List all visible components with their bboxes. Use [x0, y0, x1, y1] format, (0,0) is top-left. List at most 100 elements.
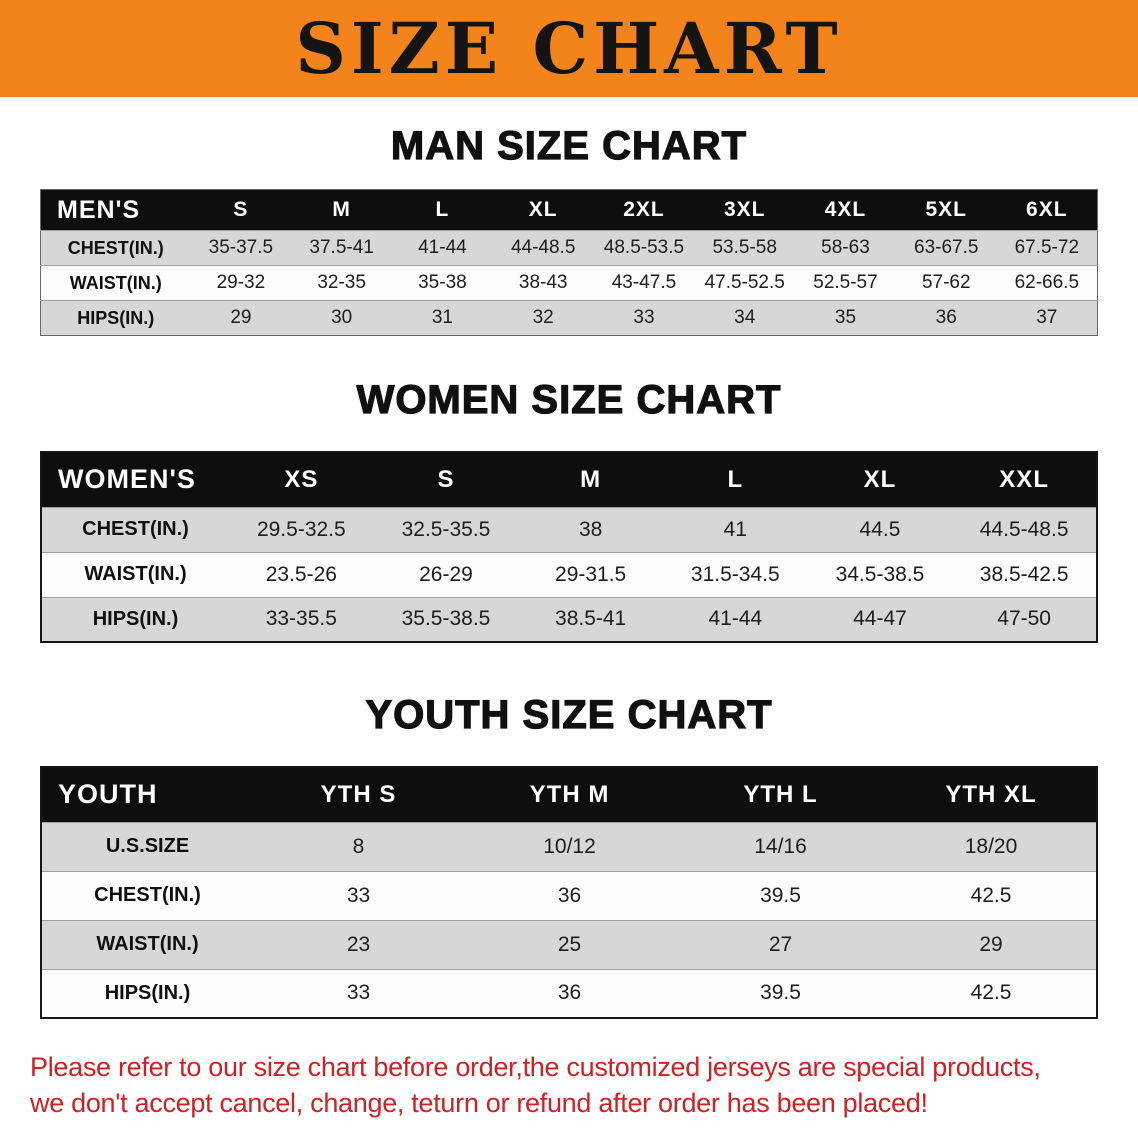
size-column-header: YTH M — [464, 767, 675, 822]
table-row: U.S.SIZE 8 10/12 14/16 18/20 — [41, 821, 1097, 871]
row-label: U.S.SIZE — [41, 821, 253, 871]
row-label: CHEST(IN.) — [41, 870, 253, 920]
size-value-cell: 23 — [253, 919, 464, 969]
size-column-header: XS — [229, 452, 374, 507]
size-value-cell: 29 — [190, 300, 292, 336]
women-size-chart-heading: WOMEN SIZE CHART — [356, 377, 782, 422]
size-value-cell: 58-63 — [795, 230, 896, 266]
row-label: CHEST(IN.) — [41, 506, 229, 552]
row-label: HIPS(IN.) — [41, 968, 253, 1018]
size-value-cell: 47.5-52.5 — [694, 265, 796, 301]
size-value-cell: 44-47 — [807, 596, 953, 642]
size-value-cell: 37 — [996, 300, 1098, 336]
size-value-cell: 62-66.5 — [996, 265, 1098, 301]
size-value-cell: 39.5 — [675, 968, 886, 1018]
size-value-cell: 36 — [895, 300, 997, 336]
size-column-header: YTH XL — [886, 767, 1097, 822]
table-row: WAIST(IN.) 23.5-26 26-29 29-31.5 31.5-34.5 34… — [41, 551, 1097, 597]
table-row: CHEST(IN.) 33 36 39.5 42.5 — [41, 870, 1097, 920]
youth-size-chart-heading: YOUTH SIZE CHART — [365, 692, 773, 737]
size-column-header: XL — [807, 452, 953, 507]
table-row: WAIST(IN.) 29-32 32-35 35-38 38-43 43-47.5 47.… — [40, 265, 1098, 301]
youth-size-table: YOUTH YTH S YTH M YTH L YTH XL U.S.SIZE 8 10/12… — [40, 766, 1098, 1019]
size-chart-banner: SIZE CHART — [0, 0, 1138, 97]
row-label: HIPS(IN.) — [41, 596, 229, 642]
size-value-cell: 48.5-53.5 — [593, 230, 695, 266]
size-value-cell: 33-35.5 — [229, 596, 374, 642]
size-column-header: 5XL — [895, 189, 997, 231]
disclaimer-line-1: Please refer to our size chart before or… — [30, 1052, 1041, 1082]
row-label: HIPS(IN.) — [40, 300, 191, 336]
man-size-chart-section: MAN SIZE CHART MEN'S S M L XL 2XL 3XL 4XL 5XL 6XL… — [0, 123, 1138, 336]
size-value-cell: 36 — [464, 870, 675, 920]
size-value-cell: 47-50 — [952, 596, 1097, 642]
disclaimer-line-2: we don't accept cancel, change, teturn o… — [30, 1088, 928, 1119]
size-value-cell: 33 — [253, 870, 464, 920]
size-value-cell: 32-35 — [291, 265, 393, 301]
size-value-cell: 35 — [795, 300, 896, 336]
size-value-cell: 32.5-35.5 — [373, 506, 519, 552]
size-value-cell: 67.5-72 — [996, 230, 1098, 266]
size-column-header: 6XL — [996, 189, 1098, 231]
size-column-header: 4XL — [795, 189, 896, 231]
table-header-row: YOUTH YTH S YTH M YTH L YTH XL — [41, 767, 1097, 822]
size-value-cell: 29-32 — [190, 265, 292, 301]
table-row: HIPS(IN.) 33-35.5 35.5-38.5 38.5-41 41-44 44-… — [41, 596, 1097, 642]
size-value-cell: 31.5-34.5 — [662, 551, 808, 597]
size-value-cell: 38.5-42.5 — [952, 551, 1097, 597]
table-row: CHEST(IN.) 29.5-32.5 32.5-35.5 38 41 44.5 44.5… — [41, 506, 1097, 552]
size-column-header: S — [190, 189, 292, 231]
size-value-cell: 33 — [253, 968, 464, 1018]
size-column-header: YTH L — [675, 767, 886, 822]
size-value-cell: 35.5-38.5 — [373, 596, 519, 642]
size-value-cell: 10/12 — [464, 821, 675, 871]
size-value-cell: 41-44 — [392, 230, 493, 266]
size-value-cell: 53.5-58 — [694, 230, 796, 266]
row-label: WAIST(IN.) — [41, 919, 253, 969]
size-value-cell: 43-47.5 — [593, 265, 695, 301]
women-size-table: WOMEN'S XS S M L XL XXL CHEST(IN.) 29.5-32.5 32.5… — [40, 451, 1098, 643]
size-value-cell: 63-67.5 — [895, 230, 997, 266]
size-value-cell: 44.5-48.5 — [952, 506, 1097, 552]
size-column-header: 2XL — [593, 189, 695, 231]
size-value-cell: 25 — [464, 919, 675, 969]
size-value-cell: 35-37.5 — [190, 230, 292, 266]
table-title: MEN'S — [40, 189, 191, 231]
women-size-chart-section: WOMEN SIZE CHART WOMEN'S XS S M L XL XXL CHEST(… — [0, 377, 1138, 643]
men-size-table: MEN'S S M L XL 2XL 3XL 4XL 5XL 6XL CHEST(IN.) 35-37… — [40, 189, 1098, 336]
size-value-cell: 39.5 — [675, 870, 886, 920]
size-value-cell: 18/20 — [886, 821, 1097, 871]
row-label: CHEST(IN.) — [40, 230, 191, 266]
size-value-cell: 33 — [593, 300, 695, 336]
size-value-cell: 37.5-41 — [291, 230, 393, 266]
size-column-header: XXL — [952, 452, 1097, 507]
size-value-cell: 38-43 — [492, 265, 594, 301]
size-value-cell: 27 — [675, 919, 886, 969]
table-row: CHEST(IN.) 35-37.5 37.5-41 41-44 44-48.5 48.5… — [40, 230, 1098, 266]
size-value-cell: 26-29 — [373, 551, 519, 597]
youth-size-chart-section: YOUTH SIZE CHART YOUTH YTH S YTH M YTH L YTH… — [0, 692, 1138, 1019]
size-column-header: S — [373, 452, 519, 507]
table-header-row: MEN'S S M L XL 2XL 3XL 4XL 5XL 6XL — [40, 189, 1098, 231]
table-title: YOUTH — [41, 767, 253, 822]
row-label: WAIST(IN.) — [41, 551, 229, 597]
size-value-cell: 38.5-41 — [518, 596, 663, 642]
size-value-cell: 35-38 — [392, 265, 493, 301]
size-value-cell: 44.5 — [807, 506, 953, 552]
size-value-cell: 36 — [464, 968, 675, 1018]
size-value-cell: 14/16 — [675, 821, 886, 871]
page-title: SIZE CHART — [295, 6, 843, 90]
size-value-cell: 41 — [662, 506, 808, 552]
size-value-cell: 34.5-38.5 — [807, 551, 953, 597]
size-value-cell: 29.5-32.5 — [229, 506, 374, 552]
size-column-header: YTH S — [253, 767, 464, 822]
size-value-cell: 52.5-57 — [795, 265, 896, 301]
size-value-cell: 42.5 — [886, 870, 1097, 920]
size-column-header: 3XL — [694, 189, 796, 231]
table-title: WOMEN'S — [41, 452, 229, 507]
size-column-header: L — [662, 452, 808, 507]
table-row: WAIST(IN.) 23 25 27 29 — [41, 919, 1097, 969]
row-label: WAIST(IN.) — [40, 265, 191, 301]
size-value-cell: 8 — [253, 821, 464, 871]
size-column-header: L — [392, 189, 493, 231]
